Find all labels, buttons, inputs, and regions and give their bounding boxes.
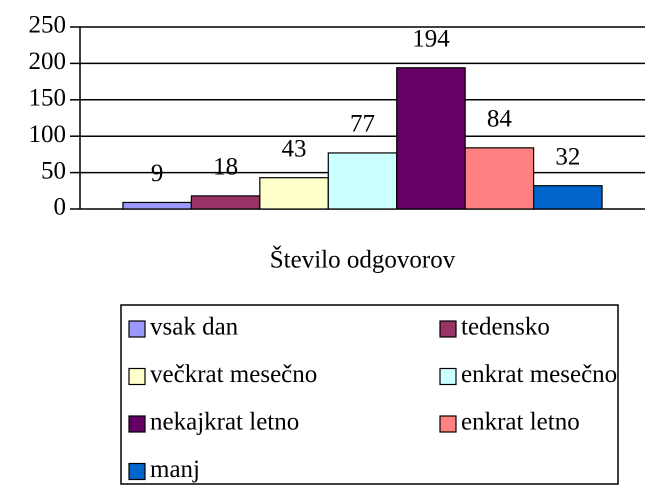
data-label: 84 [487, 106, 513, 133]
y-tick-label: 150 [29, 85, 67, 112]
bar [259, 177, 329, 210]
legend-label: enkrat letno [461, 409, 580, 436]
legend-label: tedensko [461, 314, 550, 341]
y-tick-label: 100 [29, 121, 67, 148]
legend-label: manj [150, 456, 200, 483]
legend-swatch [439, 415, 457, 433]
legend-swatch [128, 367, 146, 386]
legend-swatch [128, 462, 146, 481]
x-tick-label: Število odgovorov [270, 245, 456, 274]
data-label: 9 [151, 160, 164, 187]
data-label: 43 [282, 135, 307, 162]
legend-swatch [128, 415, 146, 433]
data-label: 194 [412, 26, 450, 53]
bar [327, 152, 398, 210]
legend-label: vsak dan [150, 314, 239, 341]
data-label: 77 [350, 111, 375, 138]
data-label: 32 [555, 143, 580, 170]
y-tick-label: 50 [41, 157, 66, 184]
bar [190, 195, 261, 210]
y-tick-label: 200 [29, 48, 67, 75]
legend-label: enkrat mesečno [461, 361, 617, 388]
y-tick-label: 250 [29, 12, 67, 39]
legend-box [120, 304, 619, 485]
bar [122, 201, 192, 210]
bar [396, 67, 466, 210]
legend-swatch [439, 320, 457, 338]
legend-label: nekajkrat letno [150, 409, 299, 436]
legend-label: večkrat mesečno [150, 361, 317, 388]
legend-swatch [439, 367, 457, 386]
bar [533, 185, 603, 210]
legend-swatch [128, 320, 146, 338]
data-label: 18 [213, 154, 238, 181]
bar [464, 147, 535, 210]
y-tick-label: 0 [54, 194, 67, 221]
